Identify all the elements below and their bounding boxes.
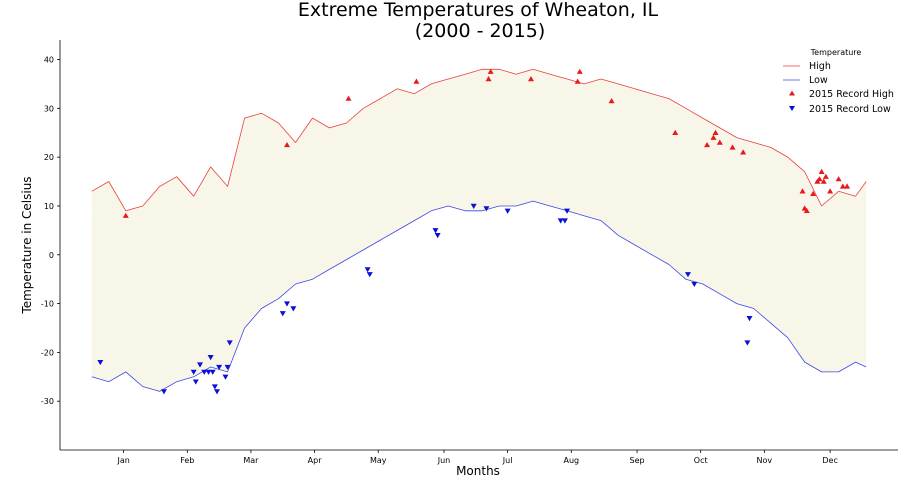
record-low-point (209, 369, 216, 375)
legend-record-high-label: 2015 Record High (809, 89, 894, 100)
x-tick-label: Jun (437, 456, 451, 465)
legend-high-label: High (809, 61, 831, 72)
record-high-point (710, 134, 717, 140)
x-tick-label: Nov (757, 456, 773, 465)
y-tick-label: 40 (44, 56, 54, 65)
record-high-point (485, 76, 492, 82)
record-high-point (827, 188, 834, 194)
legend-low-label: Low (809, 75, 828, 86)
x-tick-label: Jul (502, 456, 513, 465)
legend: Temperature High Low 2015 Record High 20… (783, 48, 894, 115)
y-tick-label: 0 (49, 251, 54, 260)
record-high-point (803, 207, 810, 214)
chart-title: Extreme Temperatures of Wheaton, IL (298, 0, 659, 21)
record-low-point (207, 355, 214, 361)
record-high-point (672, 129, 679, 135)
record-low-point (561, 218, 568, 224)
record-low-point (744, 340, 751, 346)
record-low-point (483, 206, 490, 212)
record-low-point (213, 389, 220, 395)
record-high-point (822, 173, 829, 179)
record-high-point (820, 178, 827, 184)
record-high-point (818, 168, 825, 174)
record-low-point (279, 311, 286, 317)
record-low-point (684, 272, 691, 278)
record-low-point (434, 233, 441, 239)
y-tick-label: -30 (41, 397, 54, 406)
record-low-point (197, 362, 204, 368)
record-low-point (190, 369, 197, 375)
record-low-point (224, 364, 231, 371)
record-high-point (608, 98, 615, 104)
record-high-point (284, 141, 291, 148)
chart-subtitle: (2000 - 2015) (415, 20, 545, 42)
record-high-point (816, 176, 823, 182)
record-low-point (691, 281, 698, 288)
x-tick-label: Apr (308, 456, 323, 465)
record-low-point (284, 301, 291, 307)
y-tick-label: -20 (41, 348, 54, 357)
record-high-point (704, 141, 711, 148)
record-high-point (844, 183, 851, 189)
record-low-point (211, 384, 218, 390)
record-low-point (97, 359, 104, 366)
x-tick-label: Dec (822, 456, 837, 465)
x-tick-label: Jan (116, 456, 129, 465)
y-tick-label: 10 (44, 202, 54, 211)
record-high-point (799, 188, 806, 194)
record-low-point (160, 389, 167, 395)
x-tick-label: May (370, 456, 387, 465)
x-tick-label: Feb (180, 456, 194, 465)
record-low-point (364, 267, 371, 273)
record-high-point (345, 95, 352, 101)
y-axis-label: Temperature in Celsius (20, 176, 34, 314)
x-tick-label: Sep (630, 456, 645, 465)
record-high-point (527, 76, 534, 82)
record-low-point (201, 369, 208, 375)
legend-record-low-marker (789, 106, 795, 111)
y-tick-label: 30 (44, 104, 54, 113)
record-high-point (839, 183, 846, 189)
record-low-point (504, 208, 511, 214)
plot-area (91, 68, 867, 395)
record-high-point (729, 144, 736, 150)
legend-record-high-marker (789, 90, 795, 96)
legend-record-low-label: 2015 Record Low (809, 104, 891, 115)
record-high-point (810, 190, 817, 196)
record-low-point (432, 228, 439, 234)
record-low-point (564, 208, 571, 214)
x-tick-label: Aug (563, 456, 579, 465)
record-high-point (487, 68, 494, 74)
x-tick-label: Mar (243, 456, 259, 465)
record-high-point (574, 78, 581, 84)
x-tick-label: Oct (694, 456, 708, 465)
record-low-point (366, 272, 373, 278)
record-high-point (576, 68, 583, 74)
record-low-point (557, 218, 564, 224)
record-low-point (205, 369, 212, 375)
record-high-point (712, 129, 719, 135)
temperature-range-band (91, 69, 867, 392)
record-high-point (413, 78, 420, 84)
record-high-point (835, 176, 842, 182)
record-low-point (222, 374, 229, 380)
high-temperature-line (91, 68, 867, 212)
record-low-point (290, 306, 297, 312)
low-temperature-line (91, 200, 867, 392)
record-high-point (740, 149, 747, 155)
y-tick-label: -10 (41, 300, 54, 309)
record-low-point (192, 379, 199, 385)
axes: -30 -20 -10 0 10 20 30 40 Jan Feb Mar Apr May Jun Jul A… (41, 40, 898, 465)
x-axis-label: Months (456, 464, 500, 478)
record-high-point (122, 212, 129, 218)
record-low-point (216, 364, 223, 371)
y-tick-label: 20 (44, 153, 54, 162)
record-low-point (470, 203, 477, 209)
record-high-point (716, 139, 723, 145)
record-low-point (226, 340, 233, 346)
legend-title: Temperature (810, 48, 862, 57)
record-low-point (746, 316, 753, 322)
